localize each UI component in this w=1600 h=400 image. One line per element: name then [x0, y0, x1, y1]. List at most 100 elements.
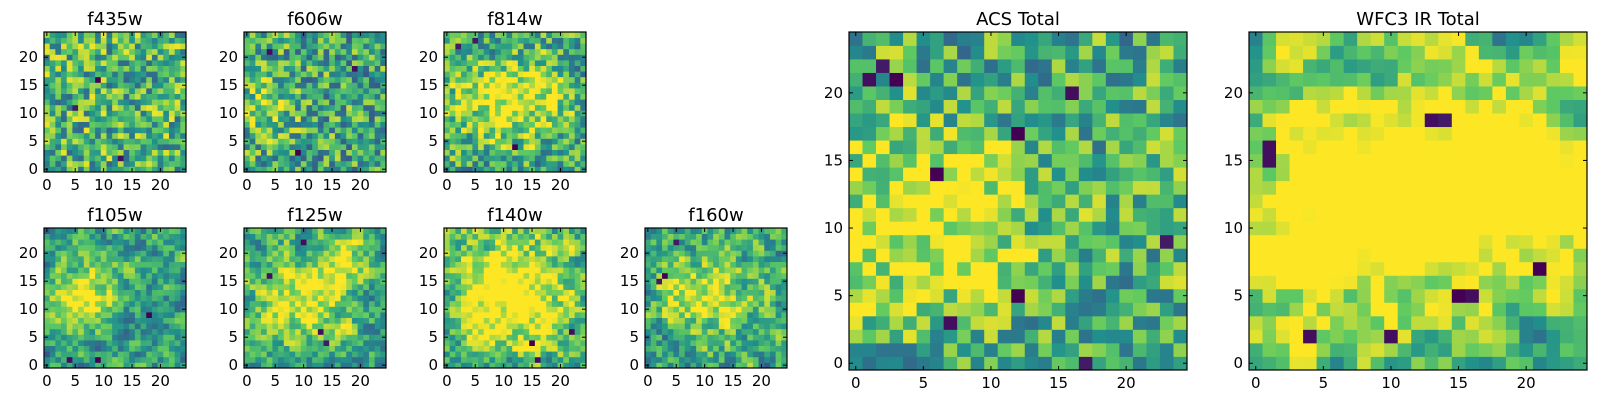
- heatmap-cell: [283, 312, 290, 318]
- heatmap-cell: [266, 345, 273, 352]
- heatmap-cell: [61, 160, 68, 167]
- heatmap-cell: [72, 317, 79, 324]
- heatmap-cell: [551, 32, 558, 38]
- heatmap-cell: [106, 233, 113, 240]
- heatmap-cell: [483, 99, 490, 106]
- heatmap-cell: [449, 323, 456, 330]
- heatmap-cell: [289, 144, 296, 150]
- heatmap-cell: [781, 295, 788, 302]
- heatmap-cell: [78, 228, 85, 234]
- heatmap-cell: [312, 356, 319, 363]
- heatmap-cell: [146, 244, 153, 251]
- heatmap-cell: [478, 278, 485, 285]
- heatmap-cell: [295, 284, 302, 290]
- heatmap-cell: [374, 76, 381, 83]
- heatmap-cell: [444, 127, 451, 134]
- heatmap-cell: [718, 300, 725, 307]
- heatmap-cell: [970, 153, 985, 168]
- heatmap-cell: [775, 233, 782, 240]
- heatmap-cell: [1078, 302, 1093, 317]
- heatmap-cell: [266, 149, 273, 156]
- heatmap-cell: [667, 340, 674, 346]
- heatmap-cell: [684, 228, 691, 234]
- heatmap-cell: [95, 295, 102, 302]
- heatmap-cell: [568, 323, 576, 330]
- heatmap-cell: [380, 345, 387, 352]
- heatmap-cell: [1159, 288, 1174, 303]
- heatmap-cell: [478, 328, 485, 335]
- heatmap-cell: [551, 160, 558, 167]
- heatmap-cell: [300, 340, 307, 346]
- heatmap-cell: [889, 207, 904, 222]
- heatmap-cell: [312, 104, 319, 111]
- heatmap-cell: [249, 127, 256, 134]
- heatmap-cell: [741, 312, 748, 318]
- heatmap-cell: [455, 166, 462, 173]
- heatmap-cell: [312, 127, 319, 134]
- heatmap-cell: [563, 295, 570, 302]
- heatmap-cell: [764, 351, 771, 358]
- heatmap-cell: [323, 306, 330, 313]
- heatmap-cell: [83, 295, 90, 302]
- heatmap-cell: [306, 82, 313, 89]
- heatmap-cell: [312, 88, 319, 94]
- heatmap-cell: [517, 99, 524, 106]
- heatmap-cell: [346, 166, 353, 173]
- heatmap-cell: [134, 138, 141, 145]
- heatmap-cell: [747, 362, 754, 369]
- heatmap-cell: [568, 43, 576, 50]
- heatmap-cell: [351, 149, 358, 156]
- heatmap-cell: [380, 93, 387, 100]
- heatmap-cell: [174, 71, 181, 78]
- heatmap-cell: [272, 356, 279, 363]
- heatmap-cell: [295, 82, 302, 89]
- heatmap-cell: [151, 82, 158, 89]
- heatmap-cell: [306, 110, 313, 117]
- heatmap-cell: [95, 228, 102, 234]
- heatmap-cell: [679, 306, 686, 313]
- heatmap-cell: [656, 345, 663, 352]
- heatmap-cell: [44, 284, 51, 290]
- heatmap-cell: [346, 306, 353, 313]
- heatmap-cell: [134, 127, 141, 134]
- heatmap-cell: [512, 295, 519, 302]
- heatmap-cell: [351, 43, 358, 50]
- heatmap-cell: [645, 345, 652, 352]
- heatmap-cell: [49, 244, 56, 251]
- heatmap-cell: [357, 127, 364, 134]
- heatmap-cell: [368, 110, 376, 117]
- heatmap-cell: [374, 127, 381, 134]
- heatmap-cell: [49, 48, 56, 55]
- heatmap-cell: [546, 284, 553, 290]
- heatmap-cell: [106, 54, 113, 61]
- heatmap-cell: [380, 71, 387, 78]
- heatmap-cell: [534, 272, 541, 279]
- y-tick-label: 10: [419, 300, 438, 318]
- heatmap-cell: [540, 43, 547, 50]
- heatmap-cell: [568, 362, 576, 369]
- heatmap-cell: [306, 300, 313, 307]
- heatmap-cell: [483, 71, 490, 78]
- heatmap-cell: [374, 312, 381, 318]
- heatmap-cell: [106, 272, 113, 279]
- heatmap-cell: [95, 88, 102, 94]
- heatmap-cell: [574, 144, 581, 150]
- heatmap-cell: [66, 71, 73, 78]
- heatmap-cell: [374, 295, 381, 302]
- heatmap-cell: [478, 239, 485, 246]
- heatmap-cell: [970, 167, 985, 182]
- heatmap-cell: [180, 295, 187, 302]
- heatmap-cell: [249, 351, 256, 358]
- heatmap-cell: [140, 138, 147, 145]
- heatmap-cell: [163, 99, 170, 106]
- y-tick-label: 20: [19, 48, 38, 66]
- heatmap-cell: [340, 351, 347, 358]
- heatmap-cell: [157, 278, 164, 285]
- heatmap-cell: [346, 71, 353, 78]
- heatmap-cell: [346, 356, 353, 363]
- heatmap-cell: [764, 272, 771, 279]
- heatmap-cell: [478, 99, 485, 106]
- heatmap-cell: [49, 149, 56, 156]
- heatmap-cell: [300, 289, 307, 296]
- heatmap-cell: [112, 317, 119, 324]
